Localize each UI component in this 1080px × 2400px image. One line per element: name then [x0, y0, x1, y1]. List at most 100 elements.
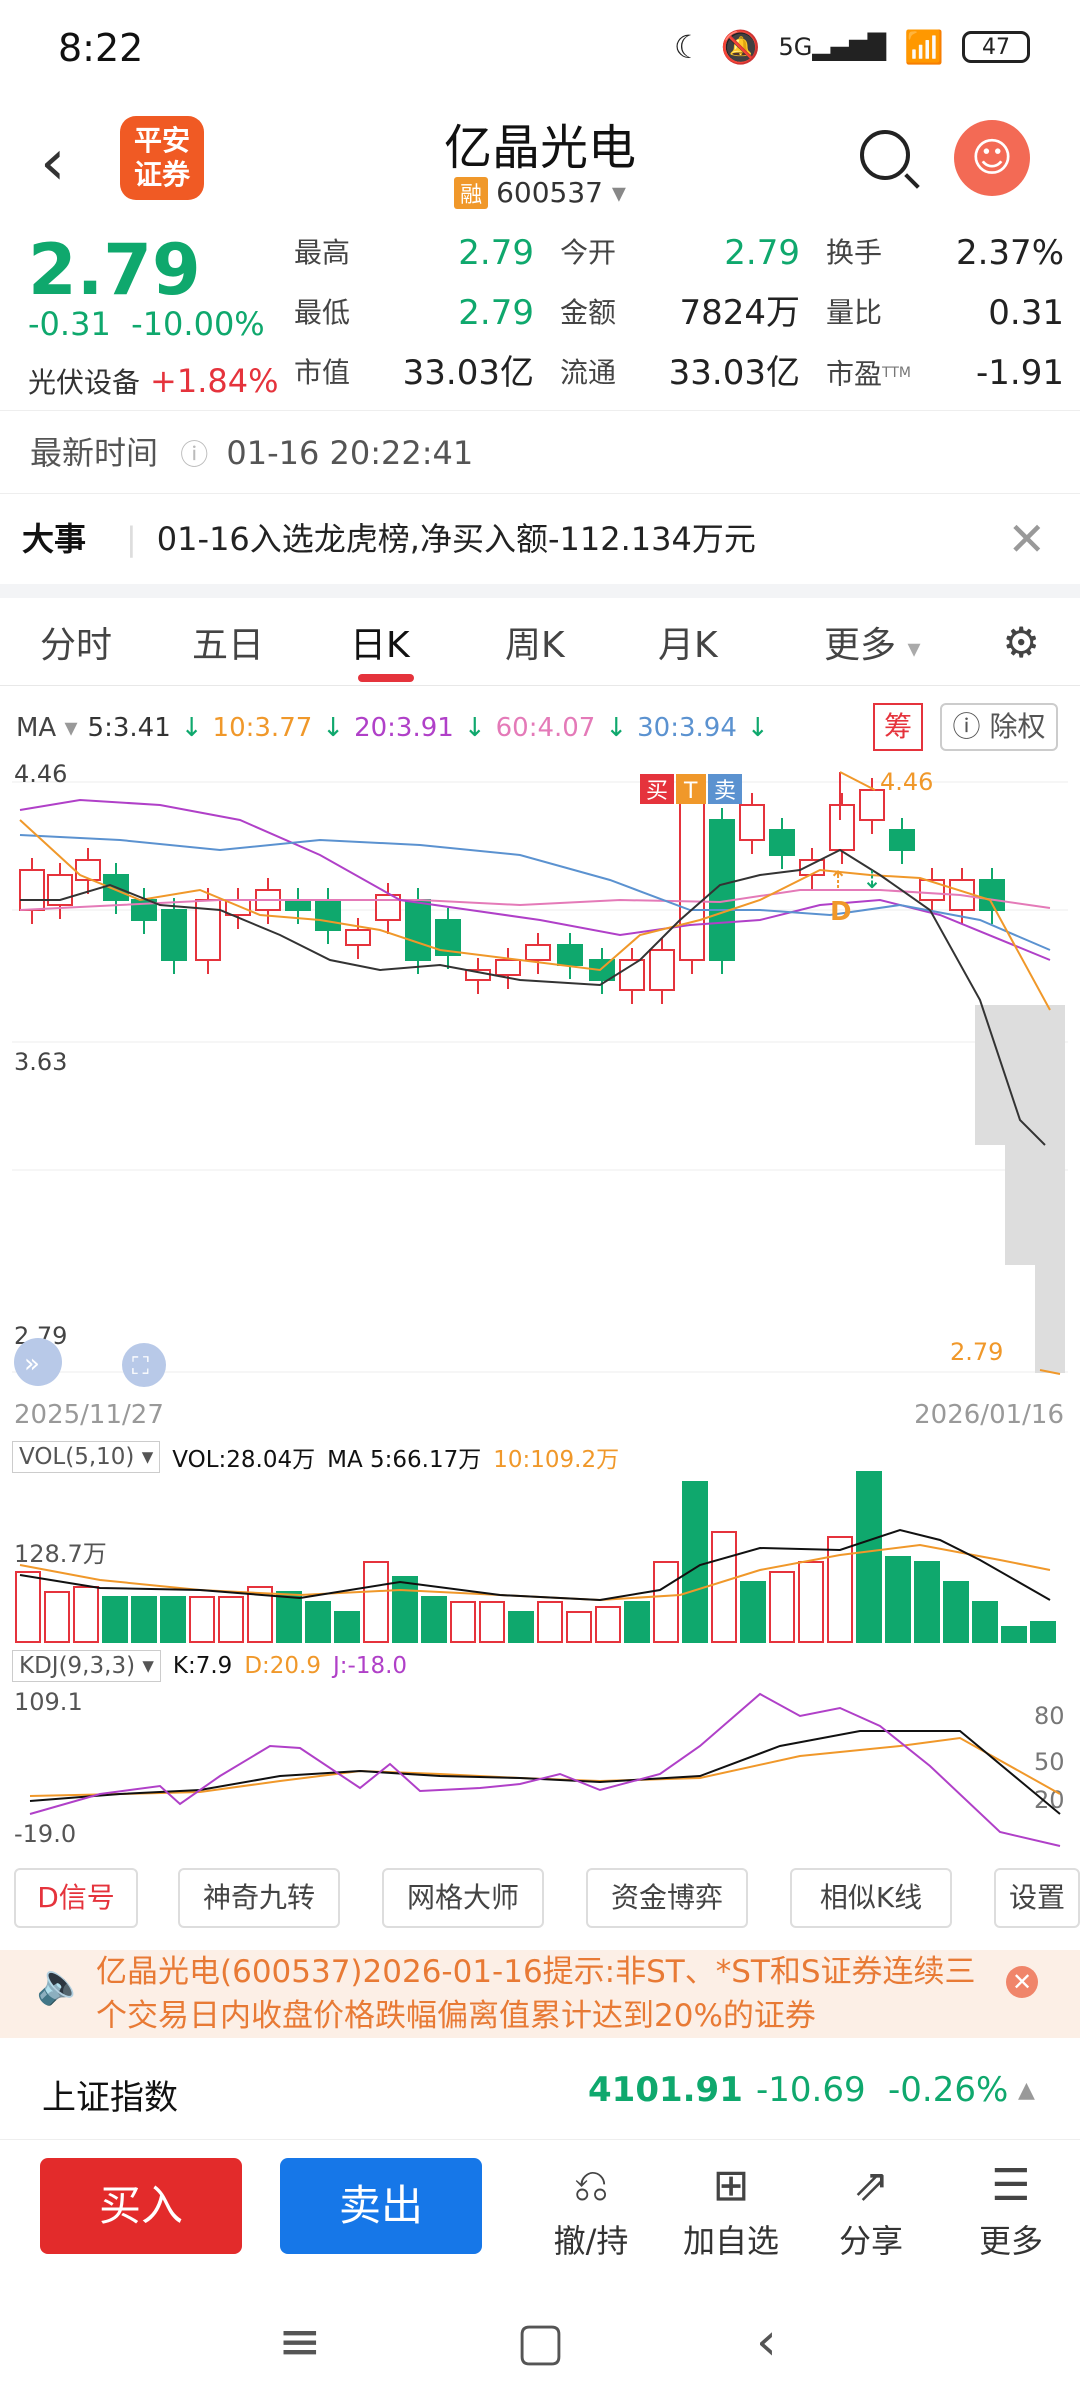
- ma-selector[interactable]: MA ▾: [16, 713, 78, 743]
- kline-chart[interactable]: 4.46 3.63 2.79 4.46 2.79 买 T 卖 D ⇡ ⇣ » ⛶: [0, 760, 1080, 1400]
- close-icon[interactable]: ✕: [1007, 512, 1046, 566]
- divider: [0, 584, 1080, 598]
- more-button[interactable]: ☰ 更多: [956, 2160, 1066, 2262]
- volume-bar: [276, 1591, 302, 1643]
- current-price: 2.79: [28, 229, 201, 311]
- candle: [525, 944, 551, 961]
- expand-left-icon[interactable]: »: [24, 1349, 40, 1379]
- quote-float-cap: 流通 33.03亿: [560, 353, 800, 393]
- latest-time-row: 最新时间 ⓘ 01-16 20:22:41: [0, 410, 1080, 494]
- volume-bar: [305, 1601, 331, 1643]
- info-icon[interactable]: ⓘ: [180, 438, 209, 471]
- volume-bar: [943, 1581, 969, 1643]
- menu-nav-icon[interactable]: ≡: [278, 2312, 322, 2372]
- back-nav-icon[interactable]: ‹: [756, 2312, 777, 2372]
- volume-bar: [624, 1601, 650, 1643]
- broker-logo[interactable]: 平安 证券: [120, 116, 204, 200]
- volume-bar: [102, 1596, 128, 1643]
- volume-bar: [189, 1596, 215, 1643]
- tab-daily-k[interactable]: 日K: [350, 625, 410, 666]
- candle: [829, 804, 855, 851]
- kdj-chart[interactable]: 109.1 -19.0 80 50 20: [0, 1686, 1080, 1856]
- menu-icon: ☰: [991, 2160, 1031, 2211]
- buy-marker: 买: [646, 779, 668, 804]
- candle: [979, 879, 1005, 911]
- tab-weekly-k[interactable]: 周K: [505, 625, 565, 666]
- volume-bar: [363, 1561, 389, 1643]
- vol-legend: VOL(5,10) ▾ VOL:28.04万 MA 5:66.17万 10:10…: [12, 1440, 619, 1474]
- grid-master-button[interactable]: 网格大师: [382, 1868, 544, 1928]
- date-start: 2025/11/27: [14, 1400, 164, 1430]
- candle: [709, 819, 735, 961]
- sell-button[interactable]: 卖出: [280, 2158, 482, 2254]
- vol-selector[interactable]: VOL(5,10) ▾: [12, 1441, 161, 1473]
- buy-button[interactable]: 买入: [40, 2158, 242, 2254]
- quote-panel: 2.79 -0.31 -10.00% 光伏设备 +1.84% 最高 2.79 今开 2…: [0, 225, 1080, 410]
- cancel-hold-button[interactable]: ⎌ 撤/持: [536, 2160, 646, 2262]
- tool-row: D信号 神奇九转 网格大师 资金博弈 相似K线 设置: [0, 1868, 1080, 1934]
- kdj-top-label: 109.1: [14, 1688, 83, 1716]
- chip-button[interactable]: 筹: [873, 703, 923, 751]
- volume-bar: [450, 1601, 476, 1643]
- chevron-down-icon: ▾: [611, 176, 626, 209]
- search-icon[interactable]: [860, 130, 910, 180]
- fund-game-button[interactable]: 资金博弈: [586, 1868, 748, 1928]
- quote-low: 最低 2.79: [294, 293, 534, 333]
- avatar[interactable]: ☺: [954, 120, 1030, 196]
- d-signal-button[interactable]: D信号: [14, 1868, 138, 1928]
- volume-bar: [73, 1586, 99, 1643]
- max-price-label: 4.46: [880, 768, 933, 796]
- volume-bar: [711, 1531, 737, 1643]
- clock: 8:22: [58, 26, 144, 70]
- nine-turn-button[interactable]: 神奇九转: [178, 1868, 340, 1928]
- candle: [589, 959, 615, 981]
- volume-chart[interactable]: 128.7万: [0, 1470, 1080, 1645]
- candle: [75, 859, 101, 881]
- volume-bar: [15, 1571, 41, 1643]
- svg-text:⇡: ⇡: [828, 866, 848, 894]
- kdj-legend: KDJ(9,3,3) ▾ K:7.9 D:20.9 J:-18.0: [12, 1650, 407, 1682]
- tab-more[interactable]: 更多 ▾: [824, 625, 921, 666]
- volume-bar: [972, 1601, 998, 1643]
- add-watchlist-button[interactable]: ⊞ 加自选: [676, 2160, 786, 2262]
- candle: [315, 899, 341, 931]
- risk-notice[interactable]: 🔈 亿晶光电(600537)2026-01-16提示:非ST、*ST和S证券连续…: [0, 1950, 1080, 2038]
- close-notice-icon[interactable]: ✕: [1006, 1966, 1038, 1998]
- bell-muted-icon: 🔕: [720, 28, 761, 66]
- kdj-selector[interactable]: KDJ(9,3,3) ▾: [12, 1650, 161, 1682]
- stock-code[interactable]: 融 600537 ▾: [0, 176, 1080, 209]
- event-banner[interactable]: 大事 | 01-16入选龙虎榜,净买入额-112.134万元 ✕: [0, 494, 1080, 584]
- volume-bar: [334, 1611, 360, 1643]
- index-ticker[interactable]: 上证指数 4101.91 -10.69 -0.26% ▲: [0, 2040, 1080, 2140]
- kdj-80-label: 80: [1034, 1702, 1065, 1730]
- similar-k-button[interactable]: 相似K线: [790, 1868, 952, 1928]
- candle: [19, 869, 45, 911]
- ma5-value: 5:3.41: [87, 713, 171, 743]
- chevron-up-icon: ▲: [1018, 2078, 1035, 2103]
- home-nav-icon[interactable]: ▢: [516, 2312, 566, 2372]
- tab-intraday[interactable]: 分时: [40, 625, 113, 666]
- moon-icon: ☾: [673, 28, 703, 66]
- sector-info[interactable]: 光伏设备 +1.84%: [28, 362, 279, 400]
- volume-bar: [740, 1581, 766, 1643]
- quote-volume-ratio: 量比 0.31: [826, 293, 1064, 333]
- volume-bar: [44, 1591, 70, 1643]
- fullscreen-icon[interactable]: ⛶: [131, 1352, 149, 1380]
- gear-icon[interactable]: ⚙: [1002, 618, 1040, 667]
- ex-rights-button[interactable]: ⓘ 除权: [940, 703, 1058, 751]
- candle: [919, 879, 945, 901]
- volume-bars: [15, 1471, 1056, 1643]
- volume-bar: [1001, 1626, 1027, 1643]
- volume-bar: [827, 1536, 853, 1643]
- plus-square-icon: ⊞: [712, 2160, 750, 2211]
- candle: [405, 899, 431, 961]
- settings-button[interactable]: 设置: [994, 1868, 1080, 1928]
- tab-five-day[interactable]: 五日: [192, 625, 265, 666]
- volume-bar: [653, 1561, 679, 1643]
- back-icon[interactable]: ‹: [40, 126, 66, 200]
- kdj-20-label: 20: [1034, 1786, 1065, 1814]
- trade-bar: 买入 卖出 ⎌ 撤/持 ⊞ 加自选 ⇗ 分享 ☰ 更多: [0, 2140, 1080, 2290]
- share-button[interactable]: ⇗ 分享: [816, 2160, 926, 2262]
- volume-bar: [218, 1596, 244, 1643]
- tab-monthly-k[interactable]: 月K: [658, 625, 718, 666]
